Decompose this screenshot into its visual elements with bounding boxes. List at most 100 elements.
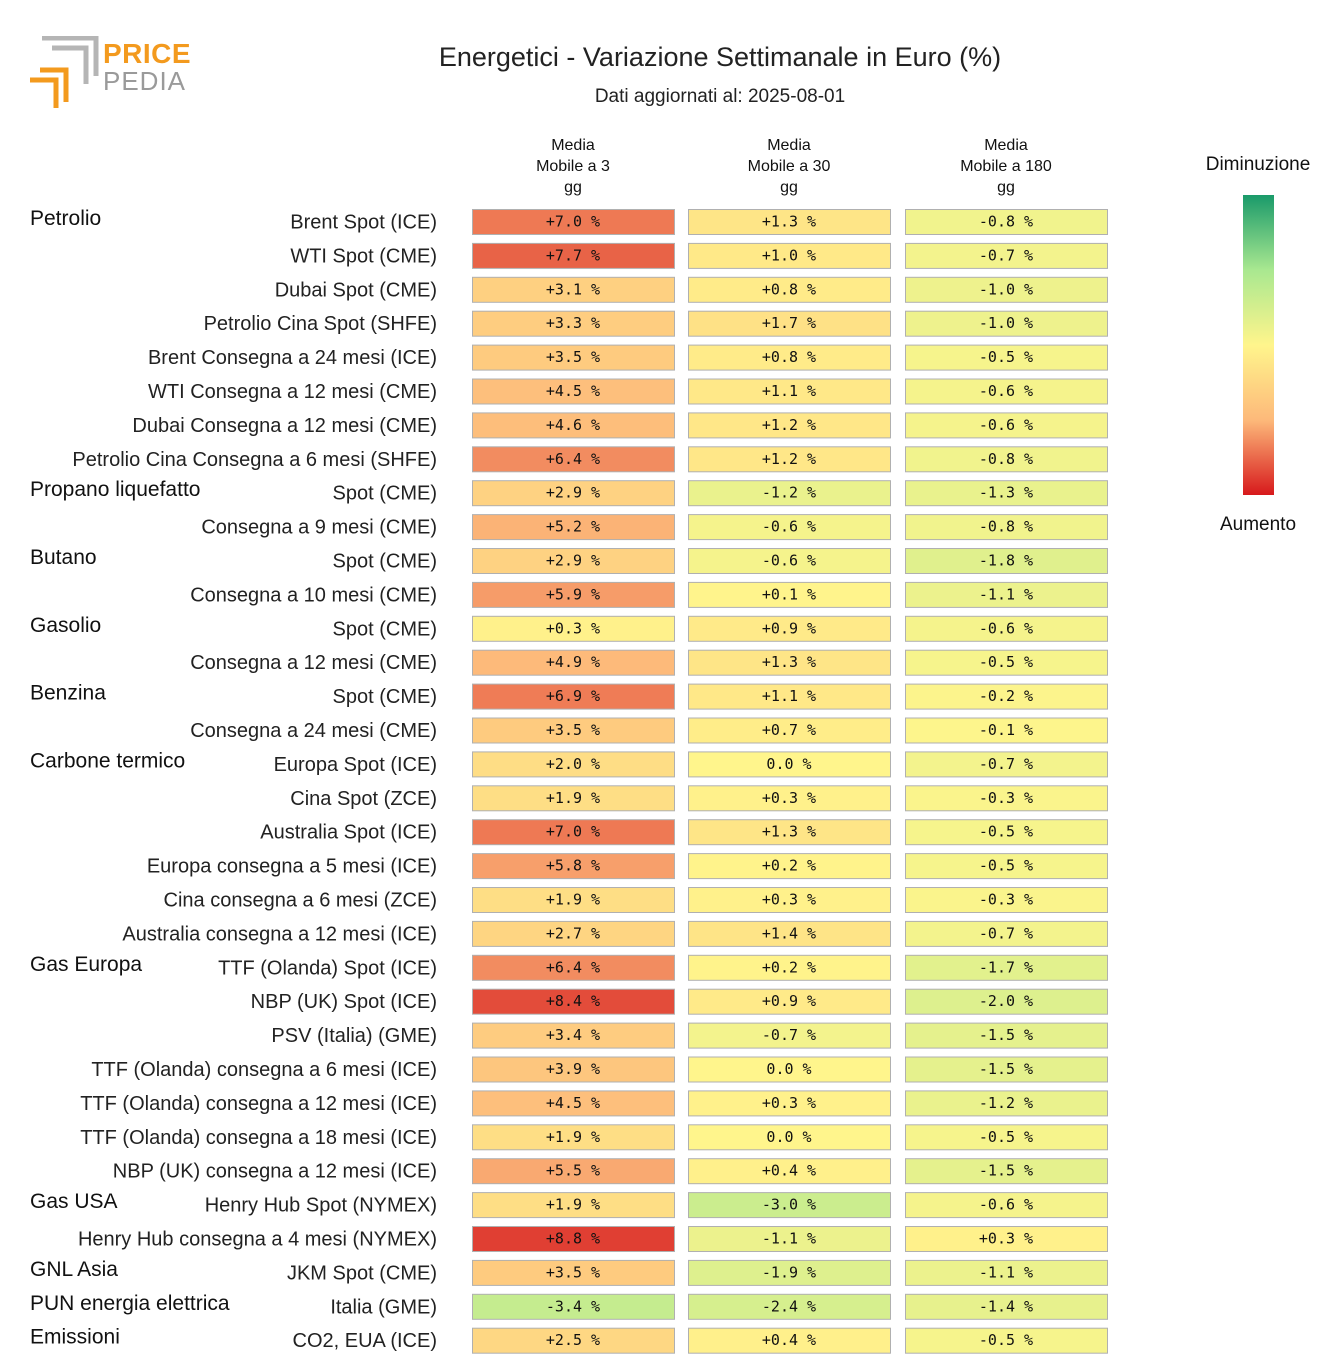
heatmap-cell xyxy=(472,1327,675,1354)
heatmap-cell xyxy=(472,310,675,337)
cell-value-label: +1.3 % xyxy=(762,823,816,841)
heatmap-cell xyxy=(472,920,675,947)
cell-value-label: +1.2 % xyxy=(762,416,816,434)
heatmap-cell xyxy=(688,920,891,947)
heatmap-cell xyxy=(472,954,675,981)
heatmap-cell xyxy=(905,751,1108,778)
heatmap-cell xyxy=(472,683,675,710)
cell-value-label: +4.5 % xyxy=(546,1094,600,1112)
cell-value-label: -0.6 % xyxy=(762,552,816,570)
row-label: Spot (CME) xyxy=(333,618,437,640)
heatmap-cell xyxy=(688,717,891,744)
row-label: JKM Spot (CME) xyxy=(287,1262,437,1284)
group-label: Gas Europa xyxy=(30,953,142,976)
heatmap-cell xyxy=(905,480,1108,507)
row-label: Italia (GME) xyxy=(330,1296,437,1318)
row-label: Consegna a 12 mesi (CME) xyxy=(190,652,437,674)
cell-value-label: +1.9 % xyxy=(546,1196,600,1214)
cell-value-label: -2.4 % xyxy=(762,1297,816,1315)
row-label: Spot (CME) xyxy=(333,483,437,505)
cell-value-label: +0.2 % xyxy=(762,857,816,875)
cell-value-label: -0.2 % xyxy=(979,687,1033,705)
cell-value-label: -0.6 % xyxy=(762,518,816,536)
cell-value-label: -0.5 % xyxy=(979,857,1033,875)
cell-value-label: -0.7 % xyxy=(979,924,1033,942)
cell-value-label: -0.8 % xyxy=(979,518,1033,536)
row-label: Cina consegna a 6 mesi (ZCE) xyxy=(164,890,437,912)
heatmap-cell xyxy=(905,1158,1108,1185)
heatmap-cell xyxy=(905,920,1108,947)
heatmap-cell xyxy=(905,1293,1108,1320)
heatmap-cell xyxy=(472,1158,675,1185)
heatmap-cell xyxy=(472,1056,675,1083)
heatmap-cell xyxy=(688,751,891,778)
cell-value-label: -2.0 % xyxy=(979,992,1033,1010)
group-label: Carbone termico xyxy=(30,749,185,772)
cell-value-label: +4.6 % xyxy=(546,416,600,434)
row-label: Petrolio Cina Consegna a 6 mesi (SHFE) xyxy=(72,449,437,471)
heatmap-cell xyxy=(472,242,675,269)
heatmap-cell xyxy=(472,751,675,778)
cell-value-label: +3.5 % xyxy=(546,721,600,739)
cell-value-label: +8.4 % xyxy=(546,992,600,1010)
cell-value-label: +0.8 % xyxy=(762,348,816,366)
heatmap-cell xyxy=(905,785,1108,812)
heatmap-cell xyxy=(905,344,1108,371)
column-header-line: Media xyxy=(767,137,811,154)
heatmap-cell xyxy=(905,412,1108,439)
cell-value-label: +0.9 % xyxy=(762,619,816,637)
heatmap-cell xyxy=(905,853,1108,880)
heatmap-cell xyxy=(688,1056,891,1083)
heatmap-cell xyxy=(688,1293,891,1320)
row-label: NBP (UK) Spot (ICE) xyxy=(251,991,437,1013)
row-label: TTF (Olanda) consegna a 12 mesi (ICE) xyxy=(80,1093,437,1115)
heatmap-cell xyxy=(688,276,891,303)
heatmap-cell xyxy=(905,683,1108,710)
cell-value-label: +0.3 % xyxy=(762,1094,816,1112)
cell-value-label: -1.1 % xyxy=(979,1263,1033,1281)
cell-value-label: -0.6 % xyxy=(979,416,1033,434)
cell-value-label: -0.3 % xyxy=(979,789,1033,807)
heatmap-cell xyxy=(905,1259,1108,1286)
cell-value-label: +1.9 % xyxy=(546,891,600,909)
cell-value-label: +2.7 % xyxy=(546,924,600,942)
heatmap-cell xyxy=(688,514,891,541)
cell-value-label: -0.8 % xyxy=(979,450,1033,468)
cell-value-label: +1.1 % xyxy=(762,382,816,400)
heatmap-cell xyxy=(905,581,1108,608)
cell-value-label: 0.0 % xyxy=(766,1128,811,1146)
cell-value-label: +0.3 % xyxy=(546,619,600,637)
cell-value-label: +0.4 % xyxy=(762,1331,816,1349)
column-header-line: Media xyxy=(551,137,595,154)
cell-value-label: +1.7 % xyxy=(762,314,816,332)
heatmap-cell xyxy=(688,887,891,913)
heatmap-cell xyxy=(472,785,675,812)
heatmap-cell xyxy=(472,1090,675,1117)
heatmap-cell xyxy=(905,1090,1108,1117)
row-label: Europa Spot (ICE) xyxy=(274,754,437,776)
column-header-line: Media xyxy=(984,137,1028,154)
color-legend-bar xyxy=(1243,195,1274,495)
row-label: Brent Spot (ICE) xyxy=(290,212,437,234)
heatmap-cell xyxy=(472,988,675,1015)
heatmap-cell xyxy=(688,853,891,880)
column-header-180gg: Media Mobile a 180 gg xyxy=(905,135,1107,198)
row-label: Petrolio Cina Spot (SHFE) xyxy=(204,313,437,335)
cell-value-label: +5.8 % xyxy=(546,857,600,875)
cell-value-label: 0.0 % xyxy=(766,1060,811,1078)
heatmap-cell xyxy=(472,1226,675,1252)
heatmap-cell xyxy=(688,649,891,676)
column-header-line: Mobile a 30 xyxy=(747,158,831,175)
heatmap-cell xyxy=(472,887,675,913)
cell-value-label: +0.8 % xyxy=(762,280,816,298)
cell-value-label: -3.4 % xyxy=(546,1297,600,1315)
row-label: Dubai Spot (CME) xyxy=(275,279,437,301)
cell-value-label: -3.0 % xyxy=(762,1196,816,1214)
heatmap-cell xyxy=(472,581,675,608)
heatmap-cell xyxy=(905,1327,1108,1354)
logo-wordmark-pedia: PEDIA xyxy=(103,66,187,96)
row-label: Australia consegna a 12 mesi (ICE) xyxy=(122,923,437,945)
row-label: Spot (CME) xyxy=(333,551,437,573)
cell-value-label: +7.0 % xyxy=(546,823,600,841)
